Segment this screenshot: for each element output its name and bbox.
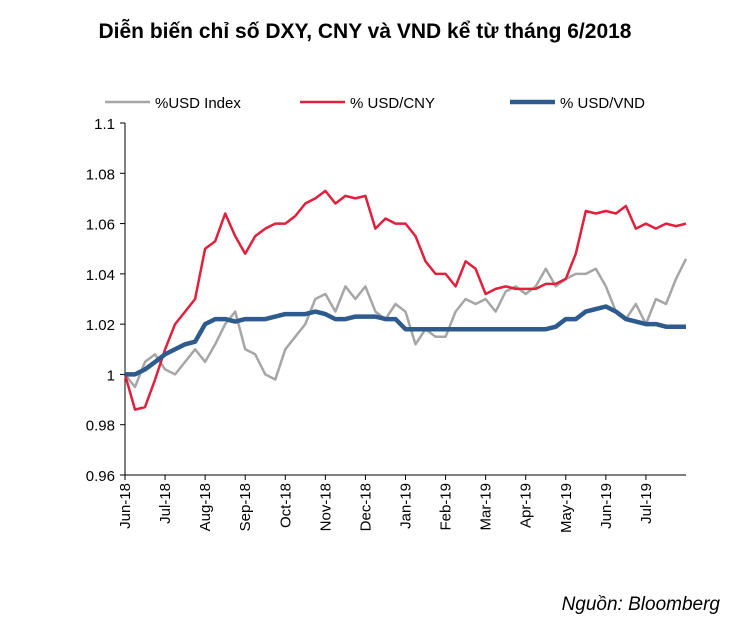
x-tick-label: Jun-19 <box>598 483 615 529</box>
x-tick-label: May-19 <box>558 483 575 533</box>
series-line <box>123 189 687 411</box>
x-tick-label: Sep-18 <box>237 483 254 531</box>
x-tick-label: Feb-19 <box>438 483 455 531</box>
y-tick-label: 0.98 <box>86 418 115 435</box>
x-tick-label: Jun-18 <box>117 483 134 529</box>
x-tick-label: Apr-19 <box>518 483 535 528</box>
y-tick-label: 0.96 <box>86 468 115 485</box>
x-tick-label: Jul-18 <box>157 483 174 524</box>
y-tick-label: 1.04 <box>86 267 115 284</box>
y-tick-label: 1.02 <box>86 317 115 334</box>
y-tick-label: 1 <box>107 367 115 384</box>
source: Nguồn: Bloomberg <box>562 594 721 615</box>
y-tick-label: 1.1 <box>94 116 115 133</box>
series-line <box>125 304 686 377</box>
series-line <box>124 258 688 389</box>
x-tick-label: Dec-18 <box>357 483 374 531</box>
x-tick-label: Aug-18 <box>197 483 214 531</box>
legend-label: % USD/VND <box>560 95 645 112</box>
y-tick-label: 1.08 <box>86 166 115 183</box>
x-tick-label: Nov-18 <box>317 483 334 531</box>
x-tick-label: Oct-18 <box>277 483 294 528</box>
chart-title: Diễn biến chỉ số DXY, CNY và VND kể từ t… <box>99 19 632 43</box>
x-tick-label: Jan-19 <box>398 483 415 529</box>
legend-label: % USD/CNY <box>350 95 435 112</box>
x-tick-label: Jul-19 <box>638 483 655 524</box>
x-tick-label: Mar-19 <box>478 483 495 531</box>
y-tick-label: 1.06 <box>86 217 115 234</box>
legend-label: %USD Index <box>155 95 241 112</box>
